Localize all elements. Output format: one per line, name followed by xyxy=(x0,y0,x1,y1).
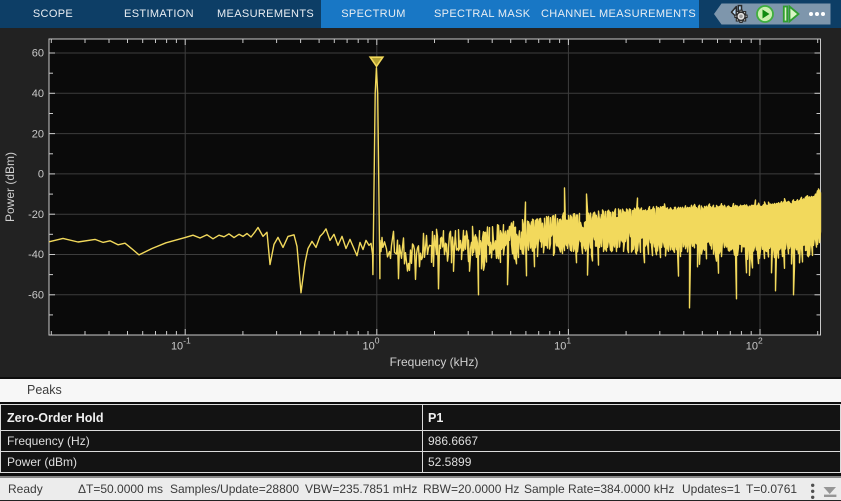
svg-text:-60: -60 xyxy=(28,290,44,302)
svg-text:2: 2 xyxy=(758,335,763,345)
svg-text:10: 10 xyxy=(746,340,758,352)
svg-text:-40: -40 xyxy=(28,249,44,261)
svg-text:-20: -20 xyxy=(28,209,44,221)
svg-text:60: 60 xyxy=(32,48,44,60)
svg-text:10: 10 xyxy=(363,340,375,352)
svg-text:0: 0 xyxy=(375,335,380,345)
svg-text:1: 1 xyxy=(566,335,571,345)
svg-text:0: 0 xyxy=(38,169,44,181)
svg-text:10: 10 xyxy=(171,340,183,352)
svg-text:-1: -1 xyxy=(183,335,191,345)
svg-text:40: 40 xyxy=(32,88,44,100)
svg-text:20: 20 xyxy=(32,128,44,140)
svg-text:10: 10 xyxy=(554,340,566,352)
svg-text:Power (dBm): Power (dBm) xyxy=(3,152,17,222)
svg-text:Frequency (kHz): Frequency (kHz) xyxy=(390,355,479,369)
